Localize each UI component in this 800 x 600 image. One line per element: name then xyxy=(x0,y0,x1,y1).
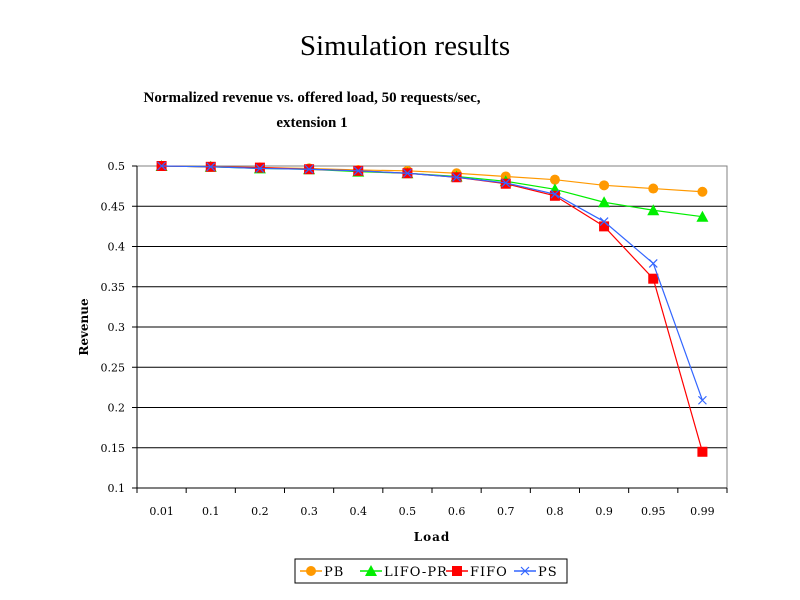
y-tick-label: 0.45 xyxy=(101,200,126,213)
data-point-lifo-pr xyxy=(647,204,660,216)
x-tick-label: 0.8 xyxy=(546,505,564,518)
x-tick-label: 0.01 xyxy=(149,505,174,518)
x-tick-label: 0.7 xyxy=(497,505,515,518)
data-point-ps xyxy=(255,163,265,173)
chart-title: Normalized revenue vs. offered load, 50 … xyxy=(142,86,482,136)
data-point-fifo xyxy=(648,273,659,284)
x-tick-label: 0.9 xyxy=(595,505,613,518)
x-tick-label: 0.2 xyxy=(251,505,269,518)
data-point-ps xyxy=(206,162,216,172)
data-point-fifo xyxy=(697,446,708,457)
chart-title-line: extension 1 xyxy=(276,115,348,131)
x-tick-label: 0.3 xyxy=(300,505,318,518)
data-point-fifo xyxy=(549,190,560,201)
x-axis-label: Load xyxy=(414,530,451,544)
y-tick-label: 0.5 xyxy=(108,160,126,173)
legend-label-pb: PB xyxy=(324,565,344,580)
legend-marker-ps xyxy=(520,566,530,576)
data-point-ps xyxy=(648,258,658,268)
x-tick-label: 0.99 xyxy=(690,505,715,518)
data-point-lifo-pr xyxy=(598,196,611,208)
y-tick-label: 0.1 xyxy=(108,482,126,495)
data-point-ps xyxy=(452,172,462,182)
x-tick-label: 0.1 xyxy=(202,505,220,518)
data-point-pb xyxy=(549,174,560,185)
data-point-ps xyxy=(697,395,707,405)
data-point-pb xyxy=(648,183,659,194)
series-line-ps xyxy=(161,165,703,401)
y-tick-label: 0.35 xyxy=(101,281,126,294)
y-tick-label: 0.15 xyxy=(101,442,126,455)
data-point-lifo-pr xyxy=(696,210,709,222)
legend-label-ps: PS xyxy=(538,565,558,580)
x-tick-label: 0.5 xyxy=(399,505,417,518)
x-tick-label: 0.6 xyxy=(448,505,466,518)
x-tick-label: 0.95 xyxy=(641,505,666,518)
y-tick-label: 0.3 xyxy=(108,321,126,334)
x-tick-label: 0.4 xyxy=(350,505,368,518)
y-tick-label: 0.4 xyxy=(108,241,126,254)
data-point-ps xyxy=(304,164,314,174)
data-point-ps xyxy=(550,189,560,199)
data-point-ps xyxy=(157,161,167,171)
data-point-ps xyxy=(501,178,511,188)
data-point-pb xyxy=(599,180,610,191)
y-axis-label: Revenue xyxy=(77,298,91,356)
legend-marker-pb xyxy=(306,566,316,576)
legend-label-lifo-pr: LIFO-PR xyxy=(384,565,448,580)
legend-marker-lifo-pr xyxy=(365,565,377,576)
y-tick-label: 0.2 xyxy=(108,402,126,415)
slide-title: Simulation results xyxy=(299,30,511,62)
data-point-ps xyxy=(402,168,412,178)
data-point-ps xyxy=(353,166,363,176)
legend-marker-fifo xyxy=(452,566,462,576)
data-point-ps xyxy=(599,217,609,226)
chart-title-line: Normalized revenue vs. offered load, 50 … xyxy=(143,90,481,106)
data-point-pb xyxy=(697,186,708,197)
y-tick-label: 0.25 xyxy=(101,361,126,374)
data-point-fifo xyxy=(599,221,610,232)
legend-label-fifo: FIFO xyxy=(470,565,508,580)
